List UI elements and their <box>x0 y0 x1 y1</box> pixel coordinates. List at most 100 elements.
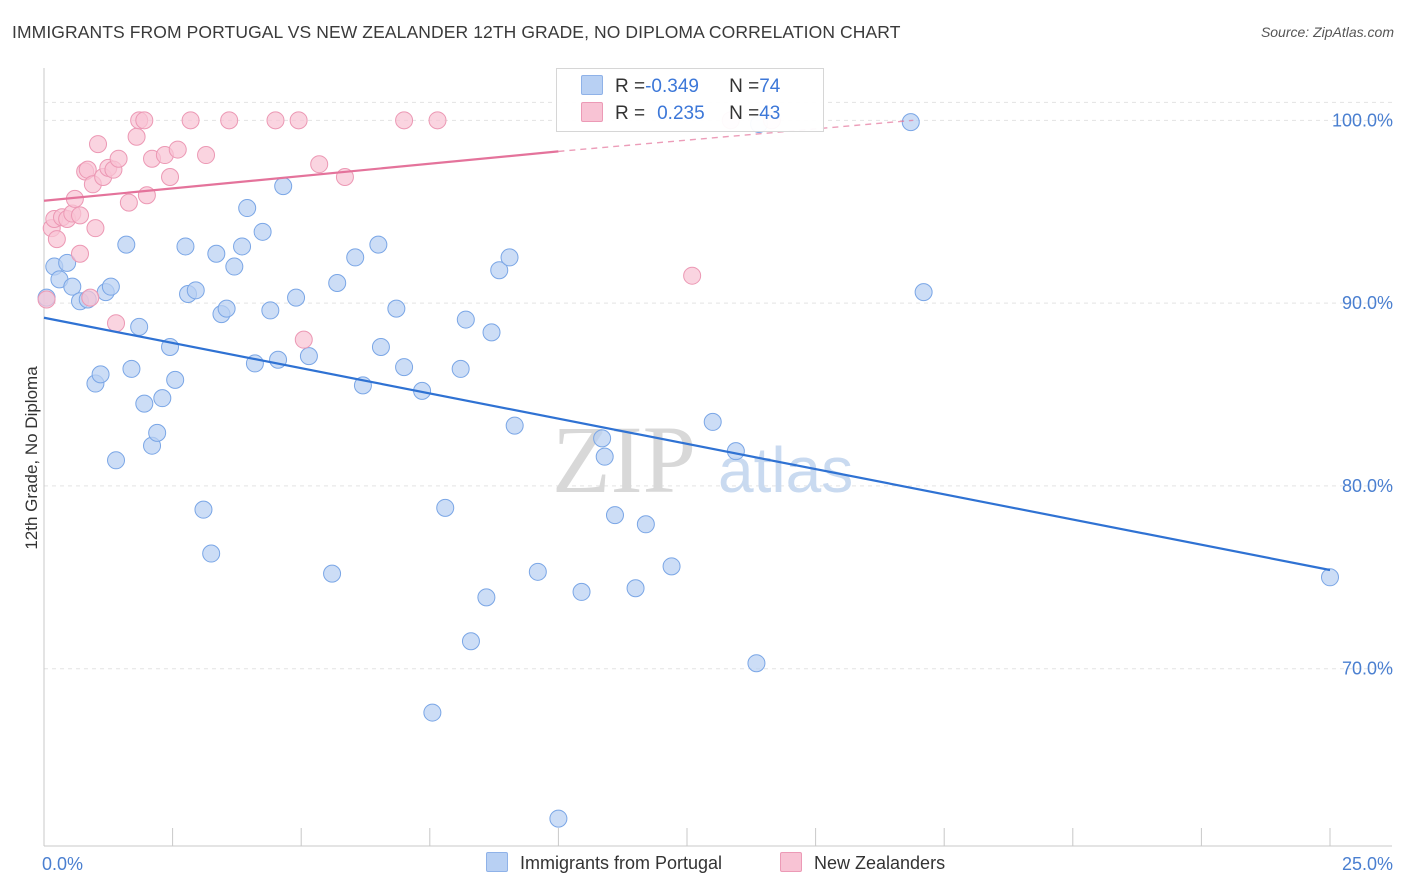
tick-labels: 70.0% 80.0% 90.0% 100.0% 0.0% 25.0% <box>42 110 1393 874</box>
data-point <box>636 515 655 534</box>
legend-r-value: 0.235 <box>657 103 705 124</box>
data-point <box>166 370 185 389</box>
data-point <box>274 177 293 196</box>
data-point <box>461 632 480 651</box>
x-tick-label-min: 0.0% <box>42 854 83 874</box>
data-point <box>387 299 406 318</box>
data-point <box>901 113 920 132</box>
trend-line-portugal <box>43 316 1331 572</box>
legend-n-label: N = <box>729 103 760 124</box>
data-point <box>261 301 280 320</box>
source-label: Source: ZipAtlas.com <box>1260 24 1394 40</box>
data-point <box>477 588 496 607</box>
bottom-legend-new-zealanders[interactable]: New Zealanders <box>780 852 945 874</box>
data-point <box>168 140 187 159</box>
trend-line-new-zealanders-extension <box>558 119 914 153</box>
data-point <box>109 149 128 168</box>
data-point <box>89 135 108 154</box>
data-point <box>181 111 200 130</box>
data-point <box>323 564 342 583</box>
data-point <box>148 423 167 442</box>
data-point <box>595 447 614 466</box>
data-point <box>207 244 226 263</box>
data-point <box>266 111 285 130</box>
watermark: ZIP atlas <box>552 406 853 513</box>
trend-lines <box>43 119 1331 572</box>
data-point <box>233 237 252 256</box>
legend-r-value: -0.349 <box>645 76 699 97</box>
data-point <box>186 281 205 300</box>
chart-title: IMMIGRANTS FROM PORTUGAL VS NEW ZEALANDE… <box>12 22 901 42</box>
y-tick-label: 80.0% <box>1342 476 1393 496</box>
data-point <box>683 266 702 285</box>
data-point <box>436 498 455 517</box>
data-point <box>194 500 213 519</box>
data-point <box>135 394 154 413</box>
data-point <box>423 703 442 722</box>
data-point <box>119 193 138 212</box>
data-point <box>428 111 447 130</box>
bottom-legend-swatch-pink <box>780 852 802 872</box>
legend-swatch-blue <box>581 75 603 95</box>
trend-line-new-zealanders <box>43 150 559 202</box>
bottom-legend-label-portugal: Immigrants from Portugal <box>520 853 723 873</box>
data-point <box>289 111 308 130</box>
data-point <box>130 317 149 336</box>
data-point <box>202 544 221 563</box>
data-point <box>287 288 306 307</box>
data-point <box>135 111 154 130</box>
data-point <box>122 359 141 378</box>
y-tick-label: 100.0% <box>1332 110 1393 130</box>
legend-r-label: R = <box>615 76 646 97</box>
bottom-legend-swatch-blue <box>486 852 508 872</box>
data-point <box>662 557 681 576</box>
data-point <box>369 235 388 254</box>
data-point <box>161 167 180 186</box>
data-point <box>127 127 146 146</box>
legend-swatch-pink <box>581 102 603 122</box>
data-point <box>63 277 82 296</box>
data-point <box>747 654 766 673</box>
legend-row-new-zealanders: R = 0.235 N = 43 <box>581 102 780 126</box>
legend-n-value: 43 <box>759 103 781 124</box>
data-point <box>117 235 136 254</box>
data-point <box>593 429 612 448</box>
data-point <box>299 347 318 366</box>
data-point <box>253 222 272 241</box>
legend-n-label: N = <box>729 76 760 97</box>
data-point <box>328 274 347 293</box>
axes <box>43 68 1392 847</box>
data-point <box>914 283 933 302</box>
data-point <box>58 253 77 272</box>
data-point <box>197 146 216 165</box>
series-new-zealanders <box>37 111 781 349</box>
legend-n-value: 74 <box>759 76 781 97</box>
data-point <box>71 244 90 263</box>
legend-r-label: R = <box>615 103 646 124</box>
watermark-zip: ZIP <box>552 406 696 513</box>
data-point <box>91 365 110 384</box>
data-point <box>217 299 236 318</box>
x-tick-label-max: 25.0% <box>1342 854 1393 874</box>
data-point <box>456 310 475 329</box>
data-point <box>395 111 414 130</box>
y-tick-label: 90.0% <box>1342 293 1393 313</box>
data-point <box>490 261 509 280</box>
data-point <box>71 206 90 225</box>
data-point <box>107 314 126 333</box>
grid-lines <box>44 101 1392 670</box>
bottom-legend-label-new-zealanders: New Zealanders <box>814 853 946 873</box>
data-point <box>549 809 568 828</box>
data-point <box>86 219 105 238</box>
data-point <box>176 237 195 256</box>
data-point <box>37 290 56 309</box>
bottom-legend-portugal[interactable]: Immigrants from Portugal <box>486 852 722 874</box>
data-point <box>626 579 645 598</box>
data-point <box>225 257 244 276</box>
data-point <box>238 199 257 218</box>
data-point <box>310 155 329 174</box>
data-point <box>153 389 172 408</box>
data-point <box>294 330 313 349</box>
data-point <box>107 451 126 470</box>
